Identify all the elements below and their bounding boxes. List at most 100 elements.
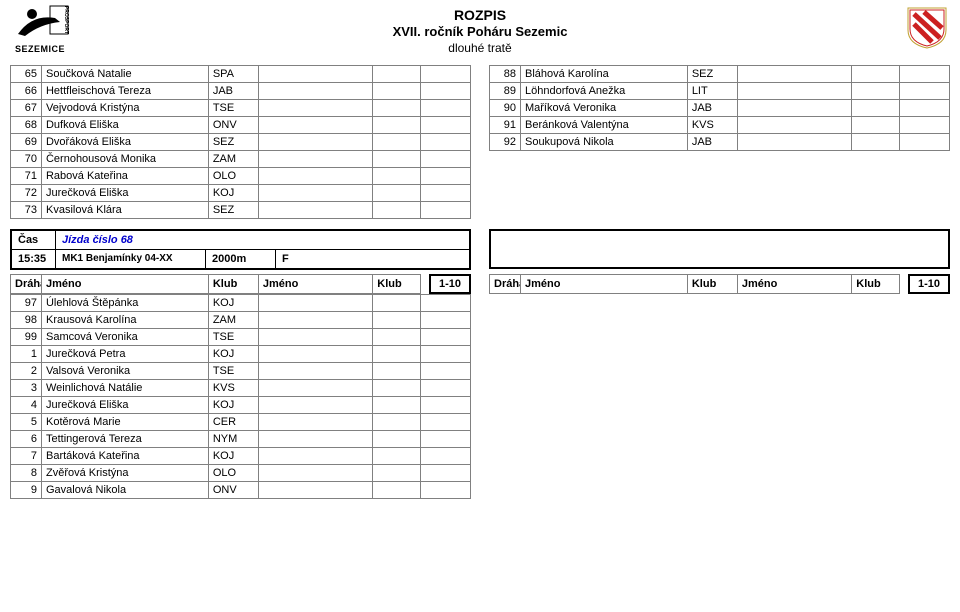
row-number: 72 (11, 184, 42, 201)
row-number: 2 (11, 362, 42, 379)
row-name2 (258, 379, 372, 396)
row-score (420, 184, 470, 201)
row-score (420, 294, 470, 311)
time-cell: 15:35 (12, 250, 56, 268)
row-klub: ZAM (208, 150, 258, 167)
row-klub2 (373, 116, 421, 133)
row-klub: OLO (208, 167, 258, 184)
row-name2 (737, 99, 851, 116)
row-name: Hettfleischová Tereza (41, 82, 208, 99)
row-score (420, 167, 470, 184)
logo-left: PROSPORT SEZEMICE (10, 4, 70, 56)
table-row: 98Krausová KarolínaZAM (11, 311, 471, 328)
row-number: 4 (11, 396, 42, 413)
row-klub2 (373, 379, 421, 396)
row-klub2 (373, 133, 421, 150)
row-klub: TSE (208, 328, 258, 345)
row-number: 73 (11, 201, 42, 218)
row-name: Jurečková Eliška (41, 184, 208, 201)
row-name: Tettingerová Tereza (41, 430, 208, 447)
upper-columns: 65Součková NatalieSPA66Hettfleischová Te… (10, 65, 950, 219)
row-score (420, 311, 470, 328)
category-cell: MK1 Benjamínky 04-XX (56, 250, 206, 268)
row-klub2 (373, 201, 421, 218)
row-name: Gavalová Nikola (41, 481, 208, 498)
row-score (420, 413, 470, 430)
row-name2 (258, 311, 372, 328)
score-box-left: 1-10 (429, 274, 471, 294)
table-row: 4Jurečková EliškaKOJ (11, 396, 471, 413)
row-klub2 (373, 99, 421, 116)
row-klub2 (373, 447, 421, 464)
row-score (420, 201, 470, 218)
table-row: 1Jurečková PetraKOJ (11, 345, 471, 362)
row-number: 5 (11, 413, 42, 430)
row-score (420, 345, 470, 362)
row-score (420, 362, 470, 379)
row-number: 9 (11, 481, 42, 498)
table-row: 97Úlehlová ŠtěpánkaKOJ (11, 294, 471, 311)
row-number: 7 (11, 447, 42, 464)
row-name: Weinlichová Natálie (41, 379, 208, 396)
row-name2 (258, 430, 372, 447)
table-row: 69Dvořáková EliškaSEZ (11, 133, 471, 150)
row-score (420, 464, 470, 481)
row-name: Černohousová Monika (41, 150, 208, 167)
row-score (420, 328, 470, 345)
bottom-right-header: Dráha Jméno Klub Jméno Klub (489, 274, 900, 294)
row-klub: SEZ (208, 201, 258, 218)
hdr-jmeno2: Jméno (258, 274, 372, 293)
row-score (420, 116, 470, 133)
row-klub2 (852, 116, 900, 133)
table-row: 71Rabová KateřinaOLO (11, 167, 471, 184)
row-number: 65 (11, 65, 42, 82)
row-name2 (258, 167, 372, 184)
row-klub2 (373, 184, 421, 201)
row-number: 70 (11, 150, 42, 167)
row-name: Maříková Veronika (520, 99, 687, 116)
row-score (899, 99, 949, 116)
row-score (420, 65, 470, 82)
row-name: Vejvodová Kristýna (41, 99, 208, 116)
row-number: 69 (11, 133, 42, 150)
row-score (899, 65, 949, 82)
row-name2 (258, 150, 372, 167)
hdr-klub-r: Klub (687, 274, 737, 293)
hdr-klub2: Klub (373, 274, 421, 293)
section-header-left: Čas Jízda číslo 68 15:35 MK1 Benjamínky … (10, 229, 471, 270)
row-score (420, 396, 470, 413)
row-klub2 (373, 82, 421, 99)
row-number: 88 (490, 65, 521, 82)
hdr-jmeno: Jméno (41, 274, 208, 293)
row-klub: KOJ (208, 396, 258, 413)
row-score (420, 150, 470, 167)
row-name: Součková Natalie (41, 65, 208, 82)
row-name: Samcová Veronika (41, 328, 208, 345)
table-row: 5Kotěrová MarieCER (11, 413, 471, 430)
table-row: 67Vejvodová KristýnaTSE (11, 99, 471, 116)
table-row: 70Černohousová MonikaZAM (11, 150, 471, 167)
row-klub: ONV (208, 481, 258, 498)
row-klub2 (373, 167, 421, 184)
row-klub: KOJ (208, 345, 258, 362)
row-number: 97 (11, 294, 42, 311)
row-klub: CER (208, 413, 258, 430)
row-number: 90 (490, 99, 521, 116)
table-header-row: Dráha Jméno Klub Jméno Klub 1-10 Dráha J… (10, 274, 950, 294)
row-klub2 (373, 150, 421, 167)
table-row: 92Soukupová NikolaJAB (490, 133, 950, 150)
table-row: 72Jurečková EliškaKOJ (11, 184, 471, 201)
row-klub2 (373, 294, 421, 311)
row-klub2 (373, 345, 421, 362)
cas-label: Čas (12, 231, 56, 249)
row-score (420, 481, 470, 498)
bottom-columns: 97Úlehlová ŠtěpánkaKOJ98Krausová Karolín… (10, 294, 950, 499)
row-number: 8 (11, 464, 42, 481)
bottom-left-table: 97Úlehlová ŠtěpánkaKOJ98Krausová Karolín… (10, 294, 471, 499)
row-name2 (258, 133, 372, 150)
table-row: 89Löhndorfová AnežkaLIT (490, 82, 950, 99)
row-klub: TSE (208, 362, 258, 379)
row-number: 99 (11, 328, 42, 345)
row-name: Valsová Veronika (41, 362, 208, 379)
row-name: Krausová Karolína (41, 311, 208, 328)
